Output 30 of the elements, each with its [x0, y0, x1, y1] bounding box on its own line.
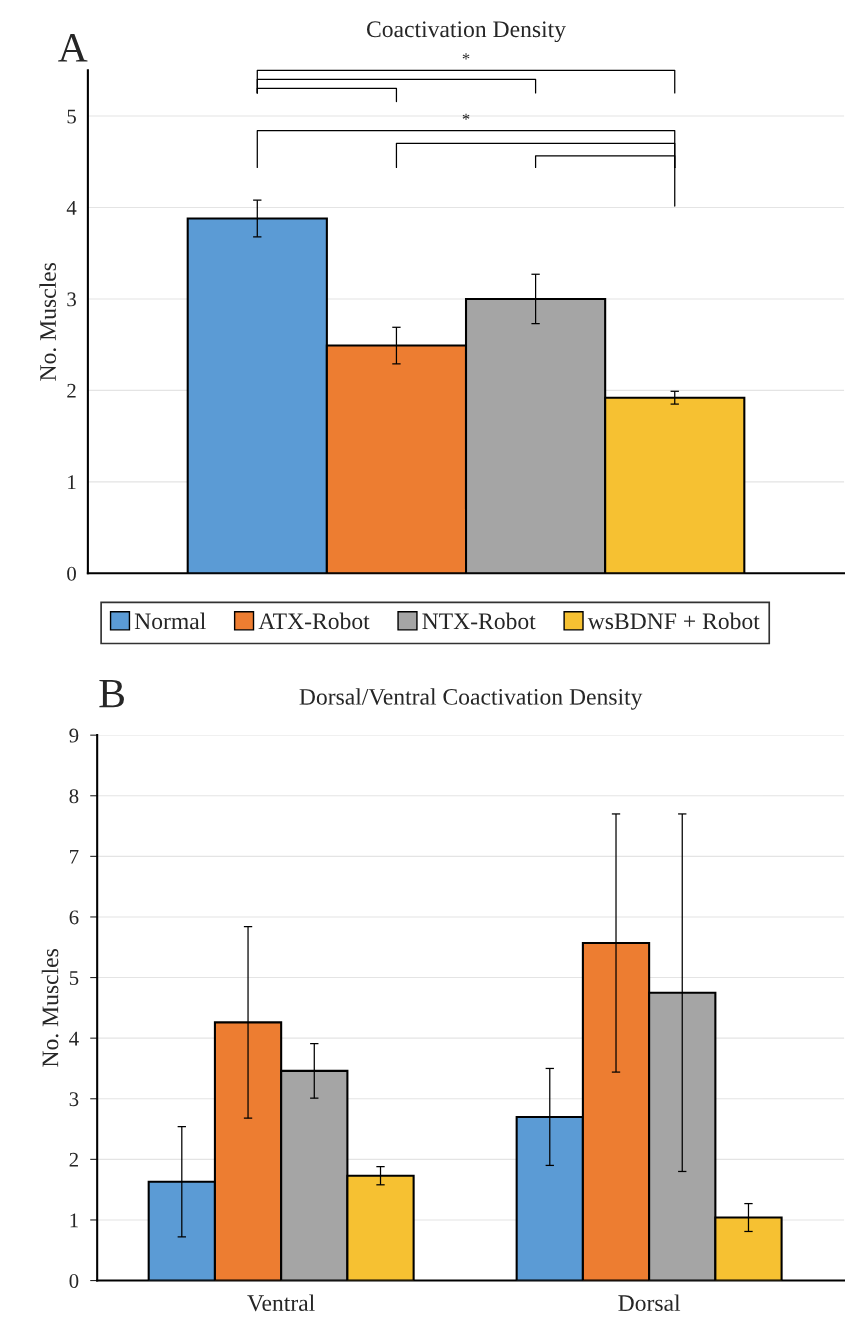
y-tick-label: 9 — [69, 728, 79, 743]
y-axis-title: No. Muscles — [41, 949, 59, 1067]
y-tick-label: 2 — [69, 1152, 78, 1167]
legend-label: ATX-Robot — [258, 612, 370, 630]
y-tick-label: 5 — [69, 971, 79, 985]
x-tick-label: Ventral — [247, 1294, 315, 1312]
y-tick-label: 7 — [70, 849, 79, 864]
chart-title: Dorsal/Ventral Coactivation Density — [299, 688, 643, 710]
y-tick-label: 4 — [69, 1031, 79, 1046]
legend-label: Normal — [134, 612, 206, 630]
legend-label: wsBDNF + Robot — [587, 612, 760, 630]
y-tick-label: 3 — [69, 1092, 79, 1107]
annotation: * — [462, 113, 470, 120]
chart-title: Coactivation Density — [366, 21, 566, 43]
text: A — [58, 33, 88, 62]
y-tick-label: 3 — [67, 292, 76, 307]
y-tick-label: 2 — [67, 383, 76, 398]
y-tick-label: 5 — [67, 109, 76, 124]
text: * — [462, 53, 470, 60]
y-tick-label: 8 — [69, 789, 79, 804]
legend-label: NTX-Robot — [422, 612, 536, 630]
text: B — [99, 679, 124, 708]
y-tick-label: 4 — [66, 201, 77, 215]
y-axis-title: No. Muscles — [39, 262, 57, 381]
y-tick-label: 1 — [70, 1213, 78, 1228]
x-tick-label: Dorsal — [618, 1294, 681, 1312]
y-tick-label: 6 — [69, 910, 79, 925]
y-tick-label: 0 — [69, 1273, 79, 1288]
y-tick-label: 0 — [67, 566, 76, 581]
y-tick-label: 1 — [68, 475, 76, 490]
